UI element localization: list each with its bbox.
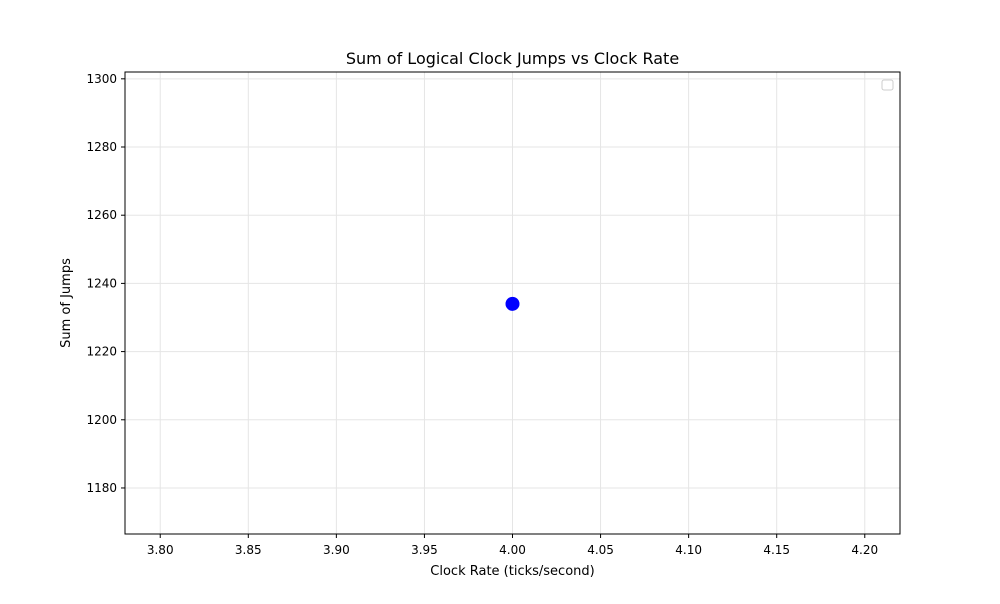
y-axis-ticks: 1180 1200 1220 1240 1260 1280 1300 (86, 72, 125, 495)
x-axis-label: Clock Rate (ticks/second) (430, 564, 594, 579)
x-tick-label: 3.85 (235, 543, 262, 557)
x-tick-label: 4.00 (499, 543, 526, 557)
y-axis-label: Sum of Jumps (59, 258, 74, 348)
x-tick-label: 4.20 (851, 543, 878, 557)
x-tick-label: 4.15 (763, 543, 790, 557)
y-tick-label: 1200 (86, 413, 117, 427)
y-tick-label: 1220 (86, 345, 117, 359)
data-point (505, 296, 520, 311)
x-tick-label: 3.80 (147, 543, 174, 557)
grid-lines (125, 72, 900, 534)
x-tick-label: 3.90 (323, 543, 350, 557)
y-tick-label: 1240 (86, 276, 117, 290)
chart-title: Sum of Logical Clock Jumps vs Clock Rate (346, 49, 679, 68)
x-tick-label: 3.95 (411, 543, 438, 557)
y-tick-label: 1300 (86, 72, 117, 86)
x-axis-ticks: 3.80 3.85 3.90 3.95 4.00 4.05 4.10 4.15 4.20 (147, 534, 878, 557)
y-tick-label: 1180 (86, 481, 117, 495)
data-points (505, 296, 520, 311)
x-tick-label: 4.10 (675, 543, 702, 557)
y-tick-label: 1280 (86, 140, 117, 154)
y-tick-label: 1260 (86, 208, 117, 222)
legend-box (881, 79, 894, 91)
x-tick-label: 4.05 (587, 543, 614, 557)
